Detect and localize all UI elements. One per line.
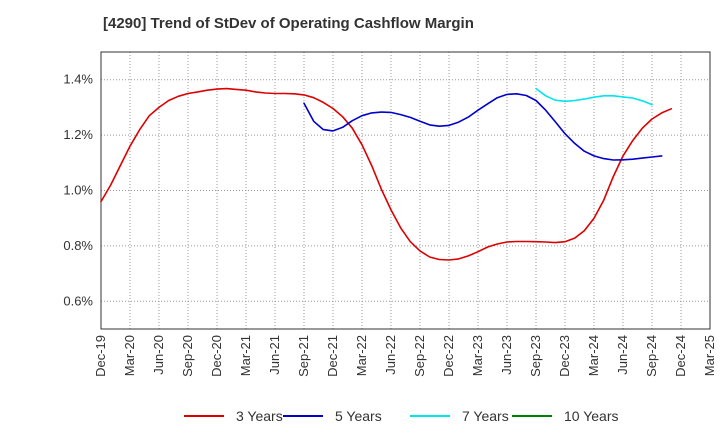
x-tick-label: Mar-22 — [354, 335, 369, 376]
x-tick-label: Sep-20 — [180, 335, 195, 377]
x-tick-label: Mar-24 — [586, 335, 601, 376]
y-tick-label: 1.0% — [63, 183, 93, 198]
x-tick-label: Jun-24 — [615, 335, 630, 375]
series-line-3-years — [100, 87, 673, 261]
x-tick-label: Jun-21 — [267, 335, 282, 375]
legend-swatch-7-years — [410, 415, 450, 417]
series — [100, 87, 673, 261]
series-line-7-years — [535, 87, 653, 106]
x-tick-label: Jun-20 — [151, 335, 166, 375]
x-tick-label: Dec-22 — [441, 335, 456, 377]
legend-label-3-years: 3 Years — [236, 408, 283, 424]
legend-label-7-years: 7 Years — [462, 408, 509, 424]
x-tick-label: Sep-22 — [412, 335, 427, 377]
x-tick-label: Sep-21 — [296, 335, 311, 377]
legend-swatch-10-years — [512, 415, 552, 417]
legend-item-3-years: 3 Years — [184, 404, 283, 428]
x-axis: Dec-19 Mar-20 Jun-20 Sep-20 Dec-20 Mar-21 Jun-… — [93, 335, 717, 377]
x-tick-label: Dec-23 — [557, 335, 572, 377]
series-line-5-years — [303, 93, 663, 161]
y-axis: 0.6% 0.8% 1.0% 1.2% 1.4% — [63, 72, 93, 309]
x-tick-label: Sep-24 — [644, 335, 659, 377]
x-tick-label: Sep-23 — [528, 335, 543, 377]
legend-item-7-years: 7 Years — [410, 404, 509, 428]
legend: 3 Years 5 Years 7 Years 10 Years — [0, 404, 720, 428]
legend-swatch-3-years — [184, 415, 224, 417]
x-tick-label: Dec-20 — [209, 335, 224, 377]
y-tick-label: 1.4% — [63, 72, 93, 87]
legend-label-5-years: 5 Years — [335, 408, 382, 424]
x-tick-label: Jun-23 — [499, 335, 514, 375]
x-tick-label: Mar-20 — [122, 335, 137, 376]
x-tick-label: Dec-19 — [93, 335, 108, 377]
legend-label-10-years: 10 Years — [564, 408, 619, 424]
x-tick-label: Mar-21 — [238, 335, 253, 376]
legend-item-10-years: 10 Years — [512, 404, 619, 428]
x-tick-label: Mar-25 — [702, 335, 717, 376]
legend-item-5-years: 5 Years — [283, 404, 382, 428]
x-tick-label: Mar-23 — [470, 335, 485, 376]
y-tick-label: 1.2% — [63, 127, 93, 142]
y-tick-label: 0.8% — [63, 238, 93, 253]
x-tick-label: Dec-21 — [325, 335, 340, 377]
chart-title: [4290] Trend of StDev of Operating Cashf… — [103, 15, 474, 32]
plot-frame — [100, 51, 711, 330]
legend-swatch-5-years — [283, 415, 323, 417]
x-tick-label: Dec-24 — [673, 335, 688, 377]
x-tick-label: Jun-22 — [383, 335, 398, 375]
y-tick-label: 0.6% — [63, 293, 93, 308]
